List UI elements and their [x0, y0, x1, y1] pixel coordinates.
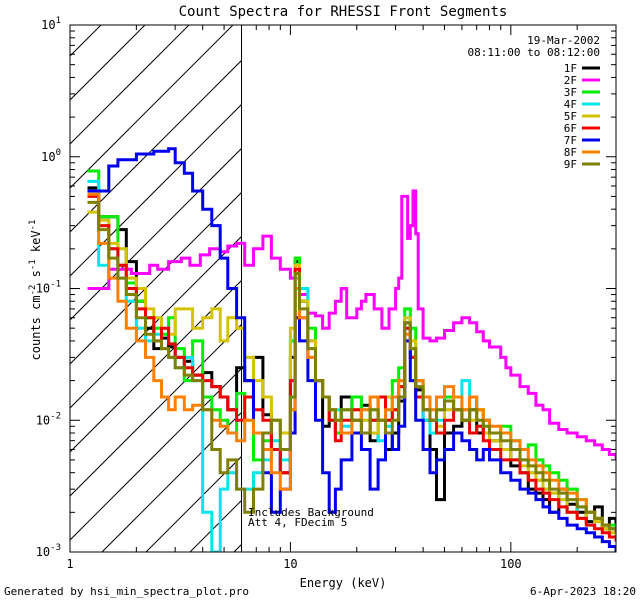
- chart-title: Count Spectra for RHESSI Front Segments: [179, 4, 508, 20]
- x-axis-label: Energy (keV): [300, 576, 387, 590]
- legend-label-9f: 9F: [564, 158, 577, 171]
- hatch-line: [145, 455, 242, 552]
- series-6f-line: [87, 194, 616, 542]
- legend-label-1f: 1F: [564, 62, 577, 75]
- y-axis-label: counts cm-2 s-1 keV-1: [28, 220, 43, 361]
- hatch-line: [70, 59, 242, 233]
- x-tick-label: 100: [500, 557, 522, 571]
- footer-timestamp: 6-Apr-2023 18:20: [530, 585, 636, 598]
- series-7f-line: [87, 147, 616, 552]
- legend-label-5f: 5F: [564, 110, 577, 123]
- legend-label-2f: 2F: [564, 74, 577, 87]
- legend-label-8f: 8F: [564, 146, 577, 159]
- hatch-line: [101, 411, 242, 552]
- series-group: [87, 147, 616, 552]
- legend-label-6f: 6F: [564, 122, 577, 135]
- hatch-line: [70, 367, 242, 541]
- annotation-line: Att 4, FDecim 5: [248, 516, 347, 529]
- hatch-line: [70, 103, 242, 277]
- legend-label-4f: 4F: [564, 98, 577, 111]
- hatch-line: [70, 25, 190, 145]
- date-label: 19-Mar-2002: [527, 34, 600, 47]
- hatch-line: [70, 25, 234, 189]
- y-tick-label: 100: [41, 148, 61, 164]
- x-tick-label: 10: [283, 557, 297, 571]
- time-range-label: 08:11:00 to 08:12:00: [468, 46, 600, 59]
- legend-label-3f: 3F: [564, 86, 577, 99]
- annotation-line: Includes Background: [248, 506, 374, 519]
- x-tick-label: 1: [66, 557, 73, 571]
- axis-ticks: 1 10 100 10-3 10-2 10-1 100 101: [36, 16, 617, 571]
- y-tick-label: 101: [41, 16, 61, 32]
- y-tick-label: 10-1: [36, 280, 61, 296]
- hatch-line: [70, 323, 242, 497]
- hatch-line: [70, 235, 242, 409]
- legend-label-7f: 7F: [564, 134, 577, 147]
- series-9f-line: [87, 200, 616, 533]
- y-tick-label: 10-2: [36, 411, 61, 427]
- y-tick-label: 10-3: [36, 543, 61, 559]
- footer-generated-by: Generated by hsi_min_spectra_plot.pro: [4, 585, 249, 598]
